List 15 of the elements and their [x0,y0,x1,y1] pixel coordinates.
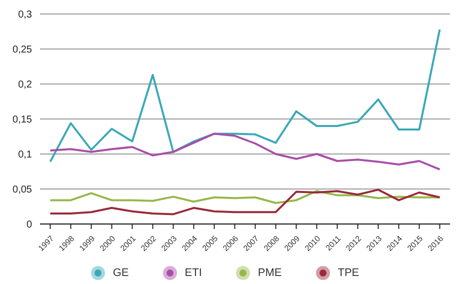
y-tick-label: 0,3 [18,10,32,21]
line-series [49,188,441,216]
legend-label: PME [258,267,282,279]
y-tick-label: 0,25 [12,44,32,56]
legend-label: TPE [338,267,360,279]
line-series [49,190,441,204]
y-tick-label: 0,15 [12,114,32,126]
legend-label: ETI [184,267,202,279]
legend-label: GE [112,267,129,279]
y-tick-label: 0 [26,220,32,231]
line-series [49,132,441,170]
y-tick-label: 0,05 [12,184,32,196]
y-tick-label: 0,1 [18,150,32,161]
line-series [49,28,441,163]
y-tick-label: 0,2 [18,80,32,91]
